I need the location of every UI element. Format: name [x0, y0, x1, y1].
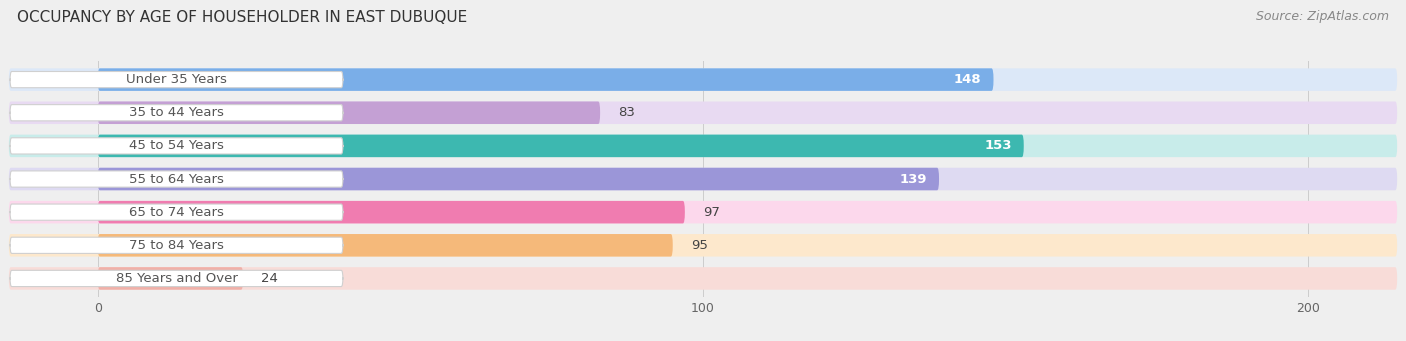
- Text: Under 35 Years: Under 35 Years: [127, 73, 226, 86]
- Text: Source: ZipAtlas.com: Source: ZipAtlas.com: [1256, 10, 1389, 23]
- FancyBboxPatch shape: [8, 168, 1398, 190]
- Text: 65 to 74 Years: 65 to 74 Years: [129, 206, 224, 219]
- FancyBboxPatch shape: [8, 102, 1398, 124]
- FancyBboxPatch shape: [98, 201, 685, 223]
- FancyBboxPatch shape: [98, 102, 600, 124]
- FancyBboxPatch shape: [10, 237, 343, 253]
- Text: 45 to 54 Years: 45 to 54 Years: [129, 139, 224, 152]
- Text: 97: 97: [703, 206, 720, 219]
- Text: 55 to 64 Years: 55 to 64 Years: [129, 173, 224, 186]
- FancyBboxPatch shape: [98, 135, 1024, 157]
- Text: 148: 148: [953, 73, 981, 86]
- FancyBboxPatch shape: [8, 267, 1398, 290]
- FancyBboxPatch shape: [10, 138, 343, 154]
- FancyBboxPatch shape: [10, 270, 343, 286]
- FancyBboxPatch shape: [8, 135, 1398, 157]
- Text: 24: 24: [262, 272, 278, 285]
- FancyBboxPatch shape: [8, 234, 1398, 256]
- Text: 153: 153: [984, 139, 1012, 152]
- FancyBboxPatch shape: [8, 201, 1398, 223]
- Text: 35 to 44 Years: 35 to 44 Years: [129, 106, 224, 119]
- FancyBboxPatch shape: [98, 168, 939, 190]
- Text: OCCUPANCY BY AGE OF HOUSEHOLDER IN EAST DUBUQUE: OCCUPANCY BY AGE OF HOUSEHOLDER IN EAST …: [17, 10, 467, 25]
- FancyBboxPatch shape: [98, 68, 994, 91]
- FancyBboxPatch shape: [10, 204, 343, 220]
- FancyBboxPatch shape: [98, 234, 672, 256]
- FancyBboxPatch shape: [10, 171, 343, 187]
- FancyBboxPatch shape: [10, 72, 343, 88]
- FancyBboxPatch shape: [8, 68, 1398, 91]
- FancyBboxPatch shape: [10, 105, 343, 121]
- Text: 95: 95: [690, 239, 707, 252]
- Text: 139: 139: [900, 173, 927, 186]
- Text: 75 to 84 Years: 75 to 84 Years: [129, 239, 224, 252]
- Text: 83: 83: [619, 106, 636, 119]
- FancyBboxPatch shape: [98, 267, 243, 290]
- Text: 85 Years and Over: 85 Years and Over: [115, 272, 238, 285]
